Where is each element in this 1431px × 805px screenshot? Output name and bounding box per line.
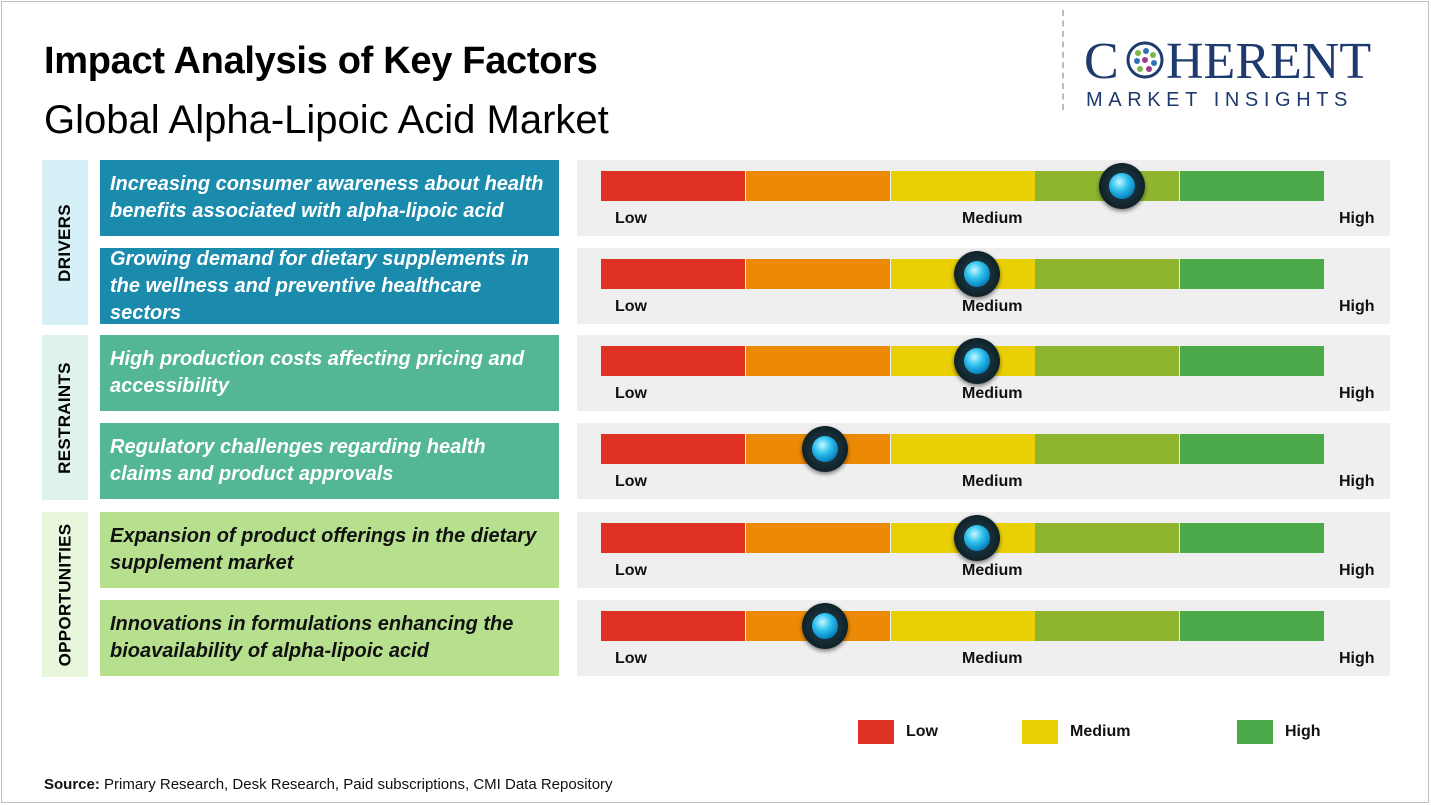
impact-gauge-1: Low Medium High bbox=[577, 248, 1390, 324]
category-label-opportunities: OPPORTUNITIES bbox=[55, 523, 74, 666]
source-text: Primary Research, Desk Research, Paid su… bbox=[99, 776, 613, 793]
impact-gauge-3: Low Medium High bbox=[577, 423, 1390, 499]
gauge-label-low: Low bbox=[615, 473, 647, 490]
gauge-label-high: High bbox=[1339, 473, 1375, 490]
logo-letter-c: C bbox=[1084, 33, 1119, 90]
gauge-label-high: High bbox=[1339, 562, 1375, 579]
gauge-segment-1 bbox=[601, 171, 745, 201]
factor-box-5: Innovations in formulations enhancing th… bbox=[100, 600, 559, 676]
gauge-label-low: Low bbox=[615, 210, 647, 227]
legend-label-medium: Medium bbox=[1070, 723, 1131, 740]
impact-marker bbox=[802, 426, 849, 472]
logo-wordmark: HERENT bbox=[1166, 33, 1371, 90]
legend-item-low: Low bbox=[858, 720, 938, 744]
logo-divider bbox=[1062, 10, 1064, 110]
legend-swatch-high bbox=[1237, 720, 1273, 744]
factor-box-2: High production costs affecting pricing … bbox=[100, 335, 559, 411]
gauge-segment-5 bbox=[1180, 346, 1325, 376]
legend-item-medium: Medium bbox=[1022, 720, 1130, 744]
impact-gauge-5: Low Medium High bbox=[577, 600, 1390, 676]
logo-globe-icon bbox=[1126, 41, 1164, 79]
gauge-label-medium: Medium bbox=[962, 298, 1023, 315]
legend-swatch-medium bbox=[1022, 720, 1058, 744]
category-drivers: DRIVERS bbox=[42, 160, 88, 325]
gauge-label-low: Low bbox=[615, 650, 647, 667]
gauge-label-medium: Medium bbox=[962, 473, 1023, 490]
gauge-segment-5 bbox=[1180, 611, 1325, 641]
gauge-segment-1 bbox=[601, 523, 745, 553]
impact-marker bbox=[954, 515, 1001, 561]
gauge-segment-5 bbox=[1180, 434, 1325, 464]
company-logo: C HERENT MARKET INSIGHTS bbox=[1082, 30, 1412, 112]
gauge-segment-5 bbox=[1180, 523, 1325, 553]
gauge-label-high: High bbox=[1339, 650, 1375, 667]
legend-swatch-low bbox=[858, 720, 894, 744]
gauge-label-medium: Medium bbox=[962, 385, 1023, 402]
impact-gauge-2: Low Medium High bbox=[577, 335, 1390, 411]
source-label: Source: bbox=[44, 776, 100, 793]
category-label-drivers: DRIVERS bbox=[55, 203, 75, 282]
gauge-label-low: Low bbox=[615, 562, 647, 579]
category-label-restraints: RESTRAINTS bbox=[55, 361, 74, 474]
page-title: Impact Analysis of Key Factors bbox=[44, 40, 598, 82]
gauge-label-high: High bbox=[1339, 210, 1375, 227]
gauge-segment-2 bbox=[745, 259, 890, 289]
legend-label-high: High bbox=[1285, 723, 1321, 740]
source-note: Source: Primary Research, Desk Research,… bbox=[44, 776, 613, 793]
gauge-segment-3 bbox=[890, 434, 1035, 464]
gauge-segment-4 bbox=[1035, 259, 1180, 289]
gauge-segment-5 bbox=[1180, 259, 1325, 289]
gauge-segment-1 bbox=[601, 346, 745, 376]
impact-marker bbox=[1099, 163, 1146, 209]
gauge-label-low: Low bbox=[615, 385, 647, 402]
category-restraints: RESTRAINTS bbox=[42, 335, 88, 500]
impact-gauge-4: Low Medium High bbox=[577, 512, 1390, 588]
category-opportunities: OPPORTUNITIES bbox=[42, 512, 88, 677]
gauge-label-high: High bbox=[1339, 298, 1375, 315]
gauge-label-medium: Medium bbox=[962, 562, 1023, 579]
gauge-segment-4 bbox=[1035, 523, 1180, 553]
logo-tagline: MARKET INSIGHTS bbox=[1086, 89, 1353, 111]
factor-box-4: Expansion of product offerings in the di… bbox=[100, 512, 559, 588]
impact-gauge-0: Low Medium High bbox=[577, 160, 1390, 236]
impact-marker bbox=[954, 338, 1001, 384]
factor-box-1: Growing demand for dietary supplements i… bbox=[100, 248, 559, 324]
page-subtitle: Global Alpha-Lipoic Acid Market bbox=[44, 98, 609, 142]
logo-graphic: C HERENT MARKET INSIGHTS bbox=[1084, 33, 1371, 111]
factor-box-0: Increasing consumer awareness about heal… bbox=[100, 160, 559, 236]
gauge-segment-3 bbox=[890, 611, 1035, 641]
impact-marker bbox=[954, 251, 1001, 297]
gauge-segment-5 bbox=[1180, 171, 1325, 201]
gauge-segment-1 bbox=[601, 259, 745, 289]
gauge-segment-2 bbox=[745, 523, 890, 553]
legend-label-low: Low bbox=[906, 723, 938, 740]
gauge-segment-1 bbox=[601, 434, 745, 464]
gauge-label-medium: Medium bbox=[962, 650, 1023, 667]
gauge-label-high: High bbox=[1339, 385, 1375, 402]
factor-box-3: Regulatory challenges regarding health c… bbox=[100, 423, 559, 499]
gauge-segment-4 bbox=[1035, 434, 1180, 464]
gauge-label-low: Low bbox=[615, 298, 647, 315]
gauge-segment-1 bbox=[601, 611, 745, 641]
gauge-label-medium: Medium bbox=[962, 210, 1023, 227]
gauge-segment-3 bbox=[890, 171, 1035, 201]
legend-item-high: High bbox=[1237, 720, 1321, 744]
gauge-segment-4 bbox=[1035, 611, 1180, 641]
gauge-segment-4 bbox=[1035, 346, 1180, 376]
impact-marker bbox=[802, 603, 849, 649]
gauge-segment-2 bbox=[745, 346, 890, 376]
gauge-segment-2 bbox=[745, 171, 890, 201]
